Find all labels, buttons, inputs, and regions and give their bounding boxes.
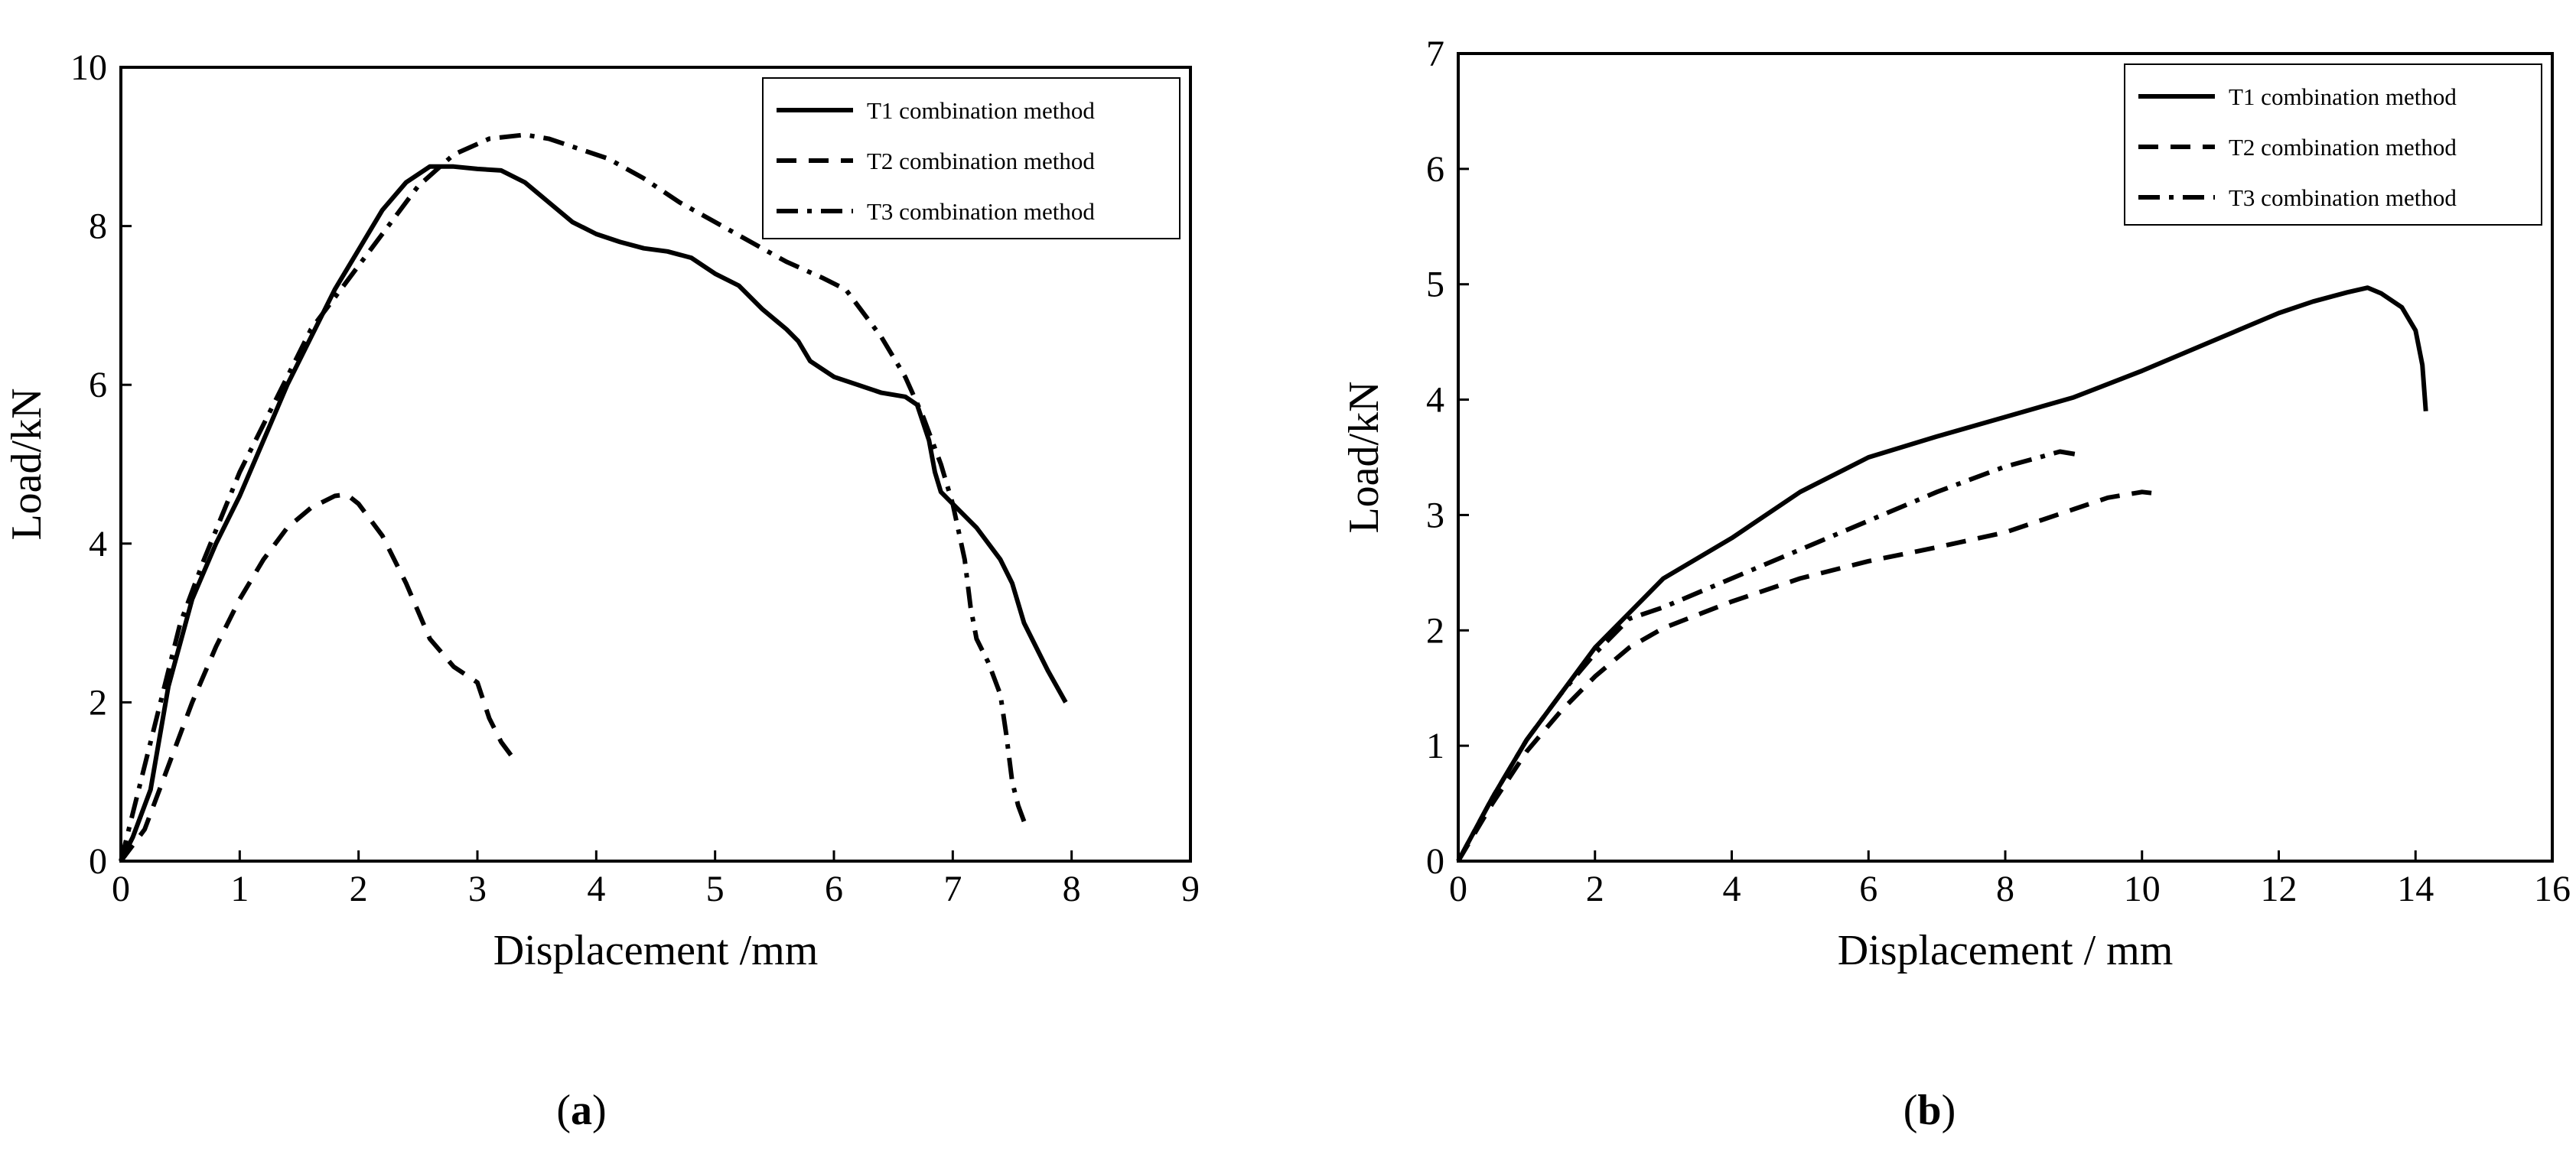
legend-label-t3: T3 combination method bbox=[2229, 184, 2457, 211]
y-tick-label: 6 bbox=[1426, 149, 1444, 190]
series-line-t2 bbox=[119, 492, 516, 863]
y-axis-label: Load/kN bbox=[3, 388, 50, 540]
x-tick-label: 6 bbox=[825, 869, 843, 909]
x-tick-label: 6 bbox=[1859, 869, 1877, 909]
caption-b-letter: b bbox=[1917, 1087, 1941, 1134]
x-tick-label: 0 bbox=[112, 869, 130, 909]
x-tick-label: 1 bbox=[230, 869, 249, 909]
x-tick-label: 3 bbox=[468, 869, 487, 909]
x-tick-label: 4 bbox=[1723, 869, 1741, 909]
legend-label-t1: T1 combination method bbox=[2229, 83, 2457, 110]
y-tick-label: 10 bbox=[70, 47, 107, 88]
x-tick-label: 12 bbox=[2261, 869, 2298, 909]
y-tick-label: 4 bbox=[89, 524, 107, 564]
series-line-t3 bbox=[1456, 449, 2081, 863]
x-tick-label: 16 bbox=[2534, 869, 2571, 909]
series-line-t1 bbox=[119, 164, 1068, 863]
caption-a: (a) bbox=[556, 1087, 606, 1134]
chart-a: 0 1 2 3 4 5 6 7 8 9 0 2 4 6 8 10 Displacement /mm Load/kN… bbox=[3, 47, 1200, 974]
legend-label-t1: T1 combination method bbox=[867, 97, 1095, 124]
y-tick-label: 3 bbox=[1426, 495, 1444, 535]
y-tick-label: 1 bbox=[1426, 726, 1444, 766]
y-tick-label: 0 bbox=[89, 841, 107, 882]
caption-a-close: ) bbox=[592, 1087, 607, 1134]
caption-a-letter: a bbox=[571, 1087, 592, 1134]
x-tick-label: 4 bbox=[587, 869, 605, 909]
series-line-t3 bbox=[119, 132, 1027, 862]
caption-a-open: ( bbox=[556, 1087, 571, 1134]
x-axis-label: Displacement / mm bbox=[1838, 927, 2174, 974]
legend-label-t3: T3 combination method bbox=[867, 198, 1095, 225]
series-line-t2 bbox=[1456, 489, 2163, 863]
y-tick-label: 2 bbox=[1426, 610, 1444, 651]
x-tick-label: 9 bbox=[1181, 869, 1200, 909]
x-tick-label: 7 bbox=[943, 869, 962, 909]
y-tick-label: 2 bbox=[89, 682, 107, 723]
x-tick-label: 8 bbox=[1063, 869, 1081, 909]
caption-b: (b) bbox=[1904, 1087, 1956, 1134]
x-tick-label: 10 bbox=[2124, 869, 2161, 909]
caption-b-close: ) bbox=[1942, 1087, 1956, 1134]
x-tick-label: 2 bbox=[350, 869, 368, 909]
y-tick-label: 6 bbox=[89, 365, 107, 405]
legend-label-t2: T2 combination method bbox=[867, 148, 1095, 174]
y-tick-label: 4 bbox=[1426, 380, 1444, 421]
y-tick-label: 5 bbox=[1426, 265, 1444, 305]
y-tick-label: 0 bbox=[1426, 841, 1444, 882]
plot-frame bbox=[119, 66, 1192, 863]
y-axis-label: Load/kN bbox=[1340, 381, 1388, 533]
x-tick-label: 5 bbox=[706, 869, 725, 909]
x-tick-label: 0 bbox=[1449, 869, 1467, 909]
legend-label-t2: T2 combination method bbox=[2229, 134, 2457, 161]
x-axis-label: Displacement /mm bbox=[493, 927, 819, 974]
y-tick-label: 7 bbox=[1426, 34, 1444, 74]
y-tick-label: 8 bbox=[89, 206, 107, 247]
x-tick-label: 8 bbox=[1996, 869, 2014, 909]
x-tick-label: 2 bbox=[1586, 869, 1604, 909]
series-line-t1 bbox=[1456, 285, 2428, 863]
x-tick-label: 14 bbox=[2397, 869, 2434, 909]
caption-b-open: ( bbox=[1904, 1087, 1918, 1134]
